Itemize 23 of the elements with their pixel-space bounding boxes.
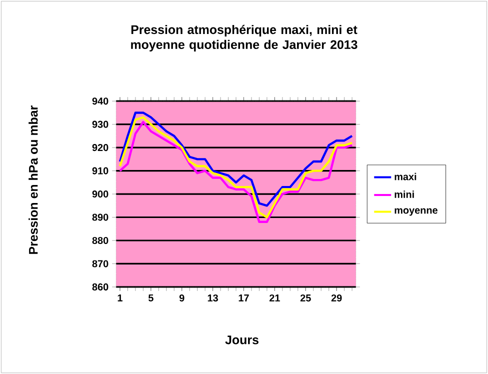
y-tick-label: 880 <box>92 236 108 244</box>
x-axis-title: Jours <box>225 336 258 344</box>
y-tick-label: 900 <box>92 190 108 198</box>
x-tick-label: 21 <box>269 294 280 302</box>
x-tick-label: 17 <box>238 294 249 302</box>
y-tick-label: 870 <box>92 260 108 268</box>
legend-label: maxi <box>394 172 416 180</box>
legend-label: mini <box>394 190 414 198</box>
x-tick-label: 1 <box>118 294 122 302</box>
x-tick-label: 25 <box>300 294 311 302</box>
y-tick-label: 940 <box>92 98 108 105</box>
y-tick-label: 860 <box>92 283 108 290</box>
y-axis-title: Pression en hPa ou mbar <box>28 106 38 254</box>
y-tick-label: 890 <box>92 214 108 221</box>
legend-label: moyenne <box>394 208 438 216</box>
y-tick-label: 930 <box>92 120 108 128</box>
x-tick-label: 13 <box>208 294 218 302</box>
x-tick-label: 29 <box>331 294 342 302</box>
chart-title: Pression atmosphérique maxi, mini et moyenne quotidienne de Janvier 2013 <box>131 24 358 52</box>
y-tick-label: 920 <box>92 144 108 152</box>
y-tick-label: 910 <box>92 167 108 174</box>
x-tick-label: 5 <box>148 294 154 302</box>
x-tick-label: 9 <box>179 294 184 302</box>
